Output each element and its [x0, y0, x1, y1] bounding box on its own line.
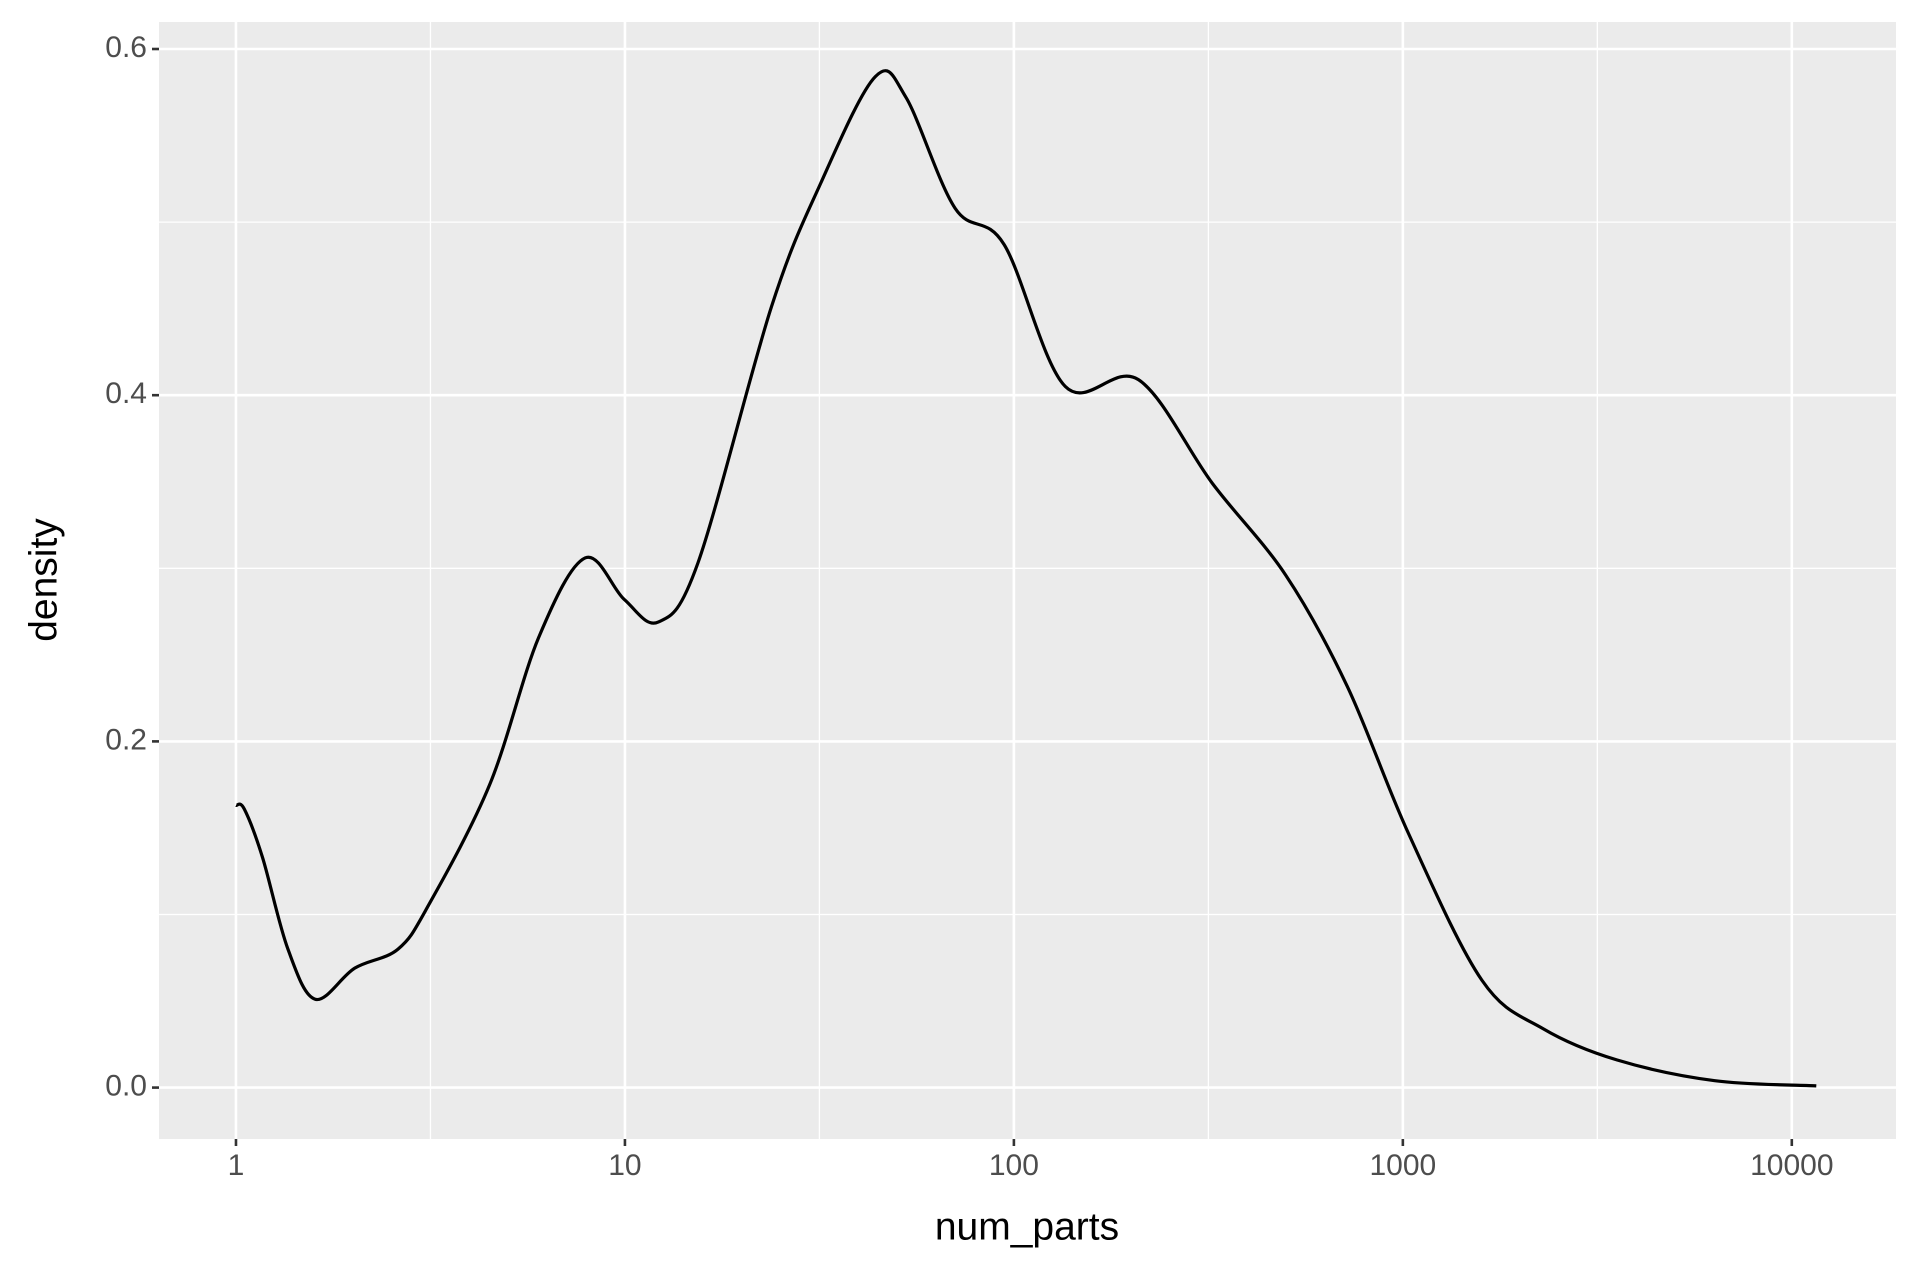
x-tick-label: 1000 [1369, 1149, 1436, 1182]
x-axis-title: num_parts [935, 1205, 1119, 1248]
y-tick-label: 0.2 [105, 723, 147, 756]
x-tick-label: 100 [989, 1149, 1039, 1182]
density-line [235, 69, 1817, 1088]
panel [159, 22, 1896, 1139]
y-axis-title: density [22, 518, 65, 642]
x-tick-label: 10000 [1750, 1149, 1833, 1182]
y-tick-label: 0.4 [105, 377, 147, 410]
x-tick-label: 1 [228, 1149, 245, 1182]
y-tick-label: 0.6 [105, 31, 147, 64]
y-tick-label: 0.0 [105, 1070, 147, 1103]
x-tick-label: 10 [608, 1149, 641, 1182]
